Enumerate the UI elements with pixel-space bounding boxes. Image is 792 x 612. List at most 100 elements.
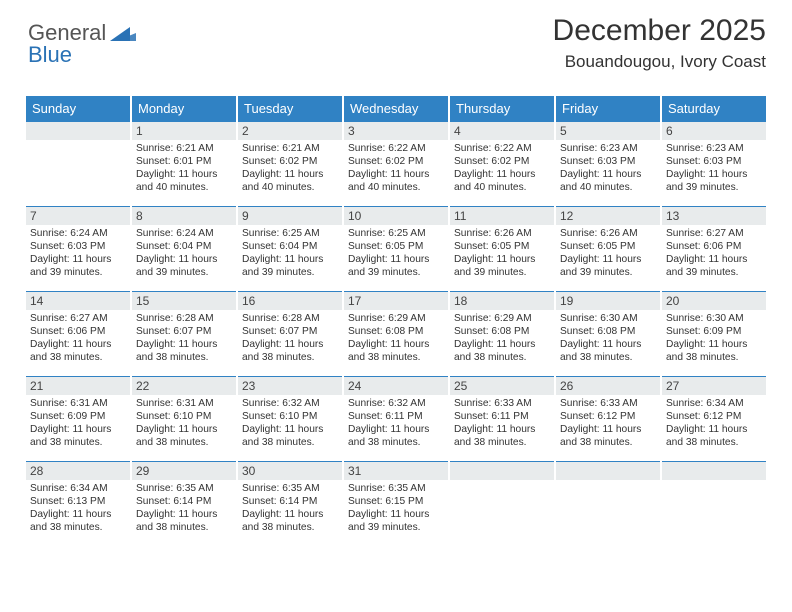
calendar-day-cell: 20Sunrise: 6:30 AMSunset: 6:09 PMDayligh…: [662, 291, 766, 376]
day-detail: Sunrise: 6:27 AMSunset: 6:06 PMDaylight:…: [26, 310, 130, 376]
day-number: 4: [450, 122, 554, 140]
day-detail: Sunrise: 6:35 AMSunset: 6:14 PMDaylight:…: [238, 480, 342, 546]
month-title: December 2025: [553, 14, 766, 48]
calendar-day-cell: 9Sunrise: 6:25 AMSunset: 6:04 PMDaylight…: [238, 206, 342, 291]
calendar-day-cell: 22Sunrise: 6:31 AMSunset: 6:10 PMDayligh…: [132, 376, 236, 461]
day-number: 11: [450, 207, 554, 225]
day-number: 2: [238, 122, 342, 140]
day-detail: Sunrise: 6:24 AMSunset: 6:03 PMDaylight:…: [26, 225, 130, 291]
day-detail: Sunrise: 6:21 AMSunset: 6:02 PMDaylight:…: [238, 140, 342, 206]
day-detail: Sunrise: 6:23 AMSunset: 6:03 PMDaylight:…: [556, 140, 660, 206]
day-number: 17: [344, 292, 448, 310]
day-detail: Sunrise: 6:31 AMSunset: 6:09 PMDaylight:…: [26, 395, 130, 461]
calendar-day-cell: 21Sunrise: 6:31 AMSunset: 6:09 PMDayligh…: [26, 376, 130, 461]
day-detail: Sunrise: 6:21 AMSunset: 6:01 PMDaylight:…: [132, 140, 236, 206]
brand-part2: Blue: [28, 42, 72, 67]
day-detail: Sunrise: 6:32 AMSunset: 6:10 PMDaylight:…: [238, 395, 342, 461]
calendar-day-cell: 1Sunrise: 6:21 AMSunset: 6:01 PMDaylight…: [132, 121, 236, 206]
day-number: 5: [556, 122, 660, 140]
day-number: 31: [344, 462, 448, 480]
day-number: 30: [238, 462, 342, 480]
calendar-day-cell: 16Sunrise: 6:28 AMSunset: 6:07 PMDayligh…: [238, 291, 342, 376]
calendar-day-cell: 12Sunrise: 6:26 AMSunset: 6:05 PMDayligh…: [556, 206, 660, 291]
day-detail: Sunrise: 6:26 AMSunset: 6:05 PMDaylight:…: [450, 225, 554, 291]
calendar-day-cell: 13Sunrise: 6:27 AMSunset: 6:06 PMDayligh…: [662, 206, 766, 291]
calendar-empty-cell: [556, 461, 660, 546]
day-detail: Sunrise: 6:35 AMSunset: 6:14 PMDaylight:…: [132, 480, 236, 546]
calendar-day-cell: 25Sunrise: 6:33 AMSunset: 6:11 PMDayligh…: [450, 376, 554, 461]
day-detail: Sunrise: 6:33 AMSunset: 6:12 PMDaylight:…: [556, 395, 660, 461]
calendar-day-cell: 14Sunrise: 6:27 AMSunset: 6:06 PMDayligh…: [26, 291, 130, 376]
calendar-day-cell: 4Sunrise: 6:22 AMSunset: 6:02 PMDaylight…: [450, 121, 554, 206]
day-detail: Sunrise: 6:27 AMSunset: 6:06 PMDaylight:…: [662, 225, 766, 291]
day-number: 26: [556, 377, 660, 395]
day-number: 14: [26, 292, 130, 310]
calendar-grid: SundayMondayTuesdayWednesdayThursdayFrid…: [24, 96, 768, 546]
day-number: 19: [556, 292, 660, 310]
day-detail: Sunrise: 6:24 AMSunset: 6:04 PMDaylight:…: [132, 225, 236, 291]
day-detail: Sunrise: 6:22 AMSunset: 6:02 PMDaylight:…: [344, 140, 448, 206]
day-number: 1: [132, 122, 236, 140]
weekday-header: Sunday: [26, 96, 130, 121]
day-number: 24: [344, 377, 448, 395]
day-detail: Sunrise: 6:30 AMSunset: 6:09 PMDaylight:…: [662, 310, 766, 376]
day-number: 16: [238, 292, 342, 310]
calendar-day-cell: 5Sunrise: 6:23 AMSunset: 6:03 PMDaylight…: [556, 121, 660, 206]
calendar-day-cell: 26Sunrise: 6:33 AMSunset: 6:12 PMDayligh…: [556, 376, 660, 461]
calendar-empty-cell: [26, 121, 130, 206]
calendar-day-cell: 18Sunrise: 6:29 AMSunset: 6:08 PMDayligh…: [450, 291, 554, 376]
day-number: 27: [662, 377, 766, 395]
calendar-day-cell: 24Sunrise: 6:32 AMSunset: 6:11 PMDayligh…: [344, 376, 448, 461]
day-detail: Sunrise: 6:29 AMSunset: 6:08 PMDaylight:…: [450, 310, 554, 376]
day-detail: Sunrise: 6:35 AMSunset: 6:15 PMDaylight:…: [344, 480, 448, 546]
weekday-header: Thursday: [450, 96, 554, 121]
calendar-day-cell: 6Sunrise: 6:23 AMSunset: 6:03 PMDaylight…: [662, 121, 766, 206]
day-number: 15: [132, 292, 236, 310]
calendar-day-cell: 19Sunrise: 6:30 AMSunset: 6:08 PMDayligh…: [556, 291, 660, 376]
calendar-week-row: 21Sunrise: 6:31 AMSunset: 6:09 PMDayligh…: [26, 376, 766, 461]
calendar-day-cell: 31Sunrise: 6:35 AMSunset: 6:15 PMDayligh…: [344, 461, 448, 546]
calendar-body: 1Sunrise: 6:21 AMSunset: 6:01 PMDaylight…: [26, 121, 766, 546]
weekday-header: Tuesday: [238, 96, 342, 121]
day-number: 6: [662, 122, 766, 140]
day-number: 29: [132, 462, 236, 480]
day-number: 7: [26, 207, 130, 225]
day-detail: Sunrise: 6:28 AMSunset: 6:07 PMDaylight:…: [132, 310, 236, 376]
weekday-header: Wednesday: [344, 96, 448, 121]
calendar-day-cell: 28Sunrise: 6:34 AMSunset: 6:13 PMDayligh…: [26, 461, 130, 546]
calendar-day-cell: 27Sunrise: 6:34 AMSunset: 6:12 PMDayligh…: [662, 376, 766, 461]
calendar-week-row: 14Sunrise: 6:27 AMSunset: 6:06 PMDayligh…: [26, 291, 766, 376]
location-label: Bouandougou, Ivory Coast: [553, 52, 766, 72]
calendar-day-cell: 15Sunrise: 6:28 AMSunset: 6:07 PMDayligh…: [132, 291, 236, 376]
day-number: 8: [132, 207, 236, 225]
weekday-header: Saturday: [662, 96, 766, 121]
day-detail: Sunrise: 6:28 AMSunset: 6:07 PMDaylight:…: [238, 310, 342, 376]
calendar-week-row: 28Sunrise: 6:34 AMSunset: 6:13 PMDayligh…: [26, 461, 766, 546]
day-detail: Sunrise: 6:30 AMSunset: 6:08 PMDaylight:…: [556, 310, 660, 376]
weekday-header: Friday: [556, 96, 660, 121]
day-number: 18: [450, 292, 554, 310]
calendar-week-row: 1Sunrise: 6:21 AMSunset: 6:01 PMDaylight…: [26, 121, 766, 206]
day-number: 28: [26, 462, 130, 480]
calendar-day-cell: 11Sunrise: 6:26 AMSunset: 6:05 PMDayligh…: [450, 206, 554, 291]
calendar-day-cell: 23Sunrise: 6:32 AMSunset: 6:10 PMDayligh…: [238, 376, 342, 461]
calendar-day-cell: 3Sunrise: 6:22 AMSunset: 6:02 PMDaylight…: [344, 121, 448, 206]
header: December 2025 Bouandougou, Ivory Coast: [553, 14, 766, 72]
calendar-empty-cell: [662, 461, 766, 546]
day-detail: Sunrise: 6:22 AMSunset: 6:02 PMDaylight:…: [450, 140, 554, 206]
day-detail: Sunrise: 6:34 AMSunset: 6:12 PMDaylight:…: [662, 395, 766, 461]
calendar-day-cell: 30Sunrise: 6:35 AMSunset: 6:14 PMDayligh…: [238, 461, 342, 546]
day-detail: Sunrise: 6:34 AMSunset: 6:13 PMDaylight:…: [26, 480, 130, 546]
day-detail: Sunrise: 6:25 AMSunset: 6:04 PMDaylight:…: [238, 225, 342, 291]
weekday-header-row: SundayMondayTuesdayWednesdayThursdayFrid…: [26, 96, 766, 121]
day-detail: Sunrise: 6:33 AMSunset: 6:11 PMDaylight:…: [450, 395, 554, 461]
day-detail: Sunrise: 6:25 AMSunset: 6:05 PMDaylight:…: [344, 225, 448, 291]
calendar-week-row: 7Sunrise: 6:24 AMSunset: 6:03 PMDaylight…: [26, 206, 766, 291]
day-number: 25: [450, 377, 554, 395]
day-number: 21: [26, 377, 130, 395]
day-number: 10: [344, 207, 448, 225]
calendar-day-cell: 2Sunrise: 6:21 AMSunset: 6:02 PMDaylight…: [238, 121, 342, 206]
calendar-day-cell: 17Sunrise: 6:29 AMSunset: 6:08 PMDayligh…: [344, 291, 448, 376]
day-detail: Sunrise: 6:26 AMSunset: 6:05 PMDaylight:…: [556, 225, 660, 291]
calendar-day-cell: 29Sunrise: 6:35 AMSunset: 6:14 PMDayligh…: [132, 461, 236, 546]
